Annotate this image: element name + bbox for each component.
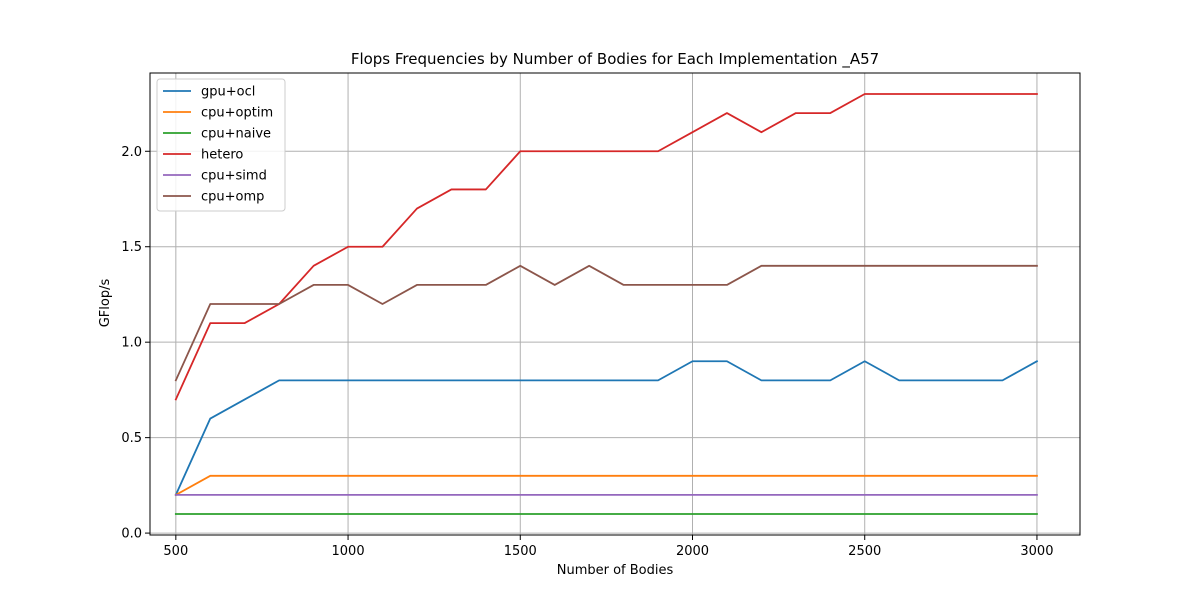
x-axis-label: Number of Bodies (557, 563, 674, 578)
legend: gpu+ocl cpu+optim cpu+naive hetero cpu+simd c… (156, 78, 286, 212)
series-lines (174, 93, 1039, 515)
x-tick-label: 2500 (848, 544, 881, 559)
legend-label: gpu+ocl (201, 85, 255, 100)
x-tick-label: 1500 (504, 544, 537, 559)
y-tick-label: 0.0 (121, 527, 142, 542)
x-tick-label: 2000 (676, 544, 709, 559)
legend-label: hetero (201, 148, 243, 163)
y-tick-label: 0.5 (121, 431, 142, 446)
y-axis-label: GFlop/s (98, 279, 113, 328)
series-line-hetero (174, 93, 1038, 401)
legend-label: cpu+simd (201, 169, 267, 184)
x-tick-label: 3000 (1020, 544, 1053, 559)
plot-frame (149, 72, 1081, 536)
y-tick-label: 1.5 (121, 240, 142, 255)
series-line-gpu-ocl (174, 360, 1039, 497)
x-tick-label: 500 (163, 544, 188, 559)
y-tick-label: 2.0 (121, 145, 142, 160)
series-line-cpu-optim (174, 474, 1038, 497)
legend-label: cpu+omp (201, 190, 264, 205)
y-tick-label: 1.0 (121, 336, 142, 351)
legend-label: cpu+optim (201, 106, 273, 121)
legend-label: cpu+naive (201, 127, 271, 142)
x-tick-label: 1000 (332, 544, 365, 559)
series-line-cpu-omp (174, 264, 1038, 382)
chart-title: Flops Frequencies by Number of Bodies fo… (351, 50, 879, 69)
axis-ticks: 500 1000 1500 2000 2500 3000 0.0 0.5 1.0 1.5 2.0 (121, 145, 1053, 559)
